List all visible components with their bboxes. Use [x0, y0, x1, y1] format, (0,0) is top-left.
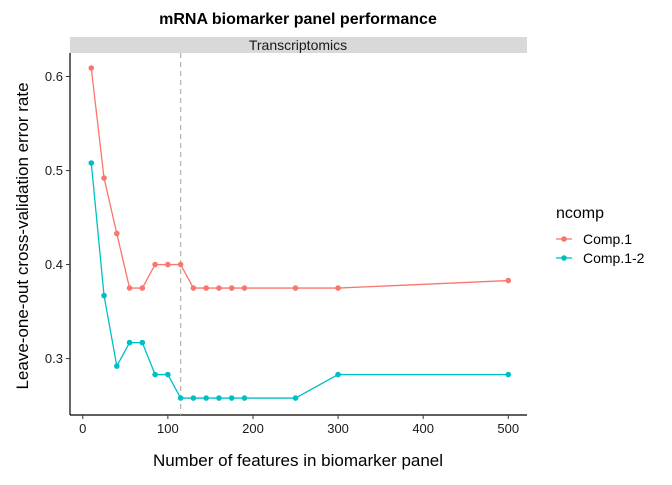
data-point [114, 230, 120, 237]
data-point [152, 371, 158, 378]
data-point [165, 371, 171, 378]
y-tick-label: 0.6 [45, 69, 63, 84]
data-point [139, 285, 146, 291]
legend-label: Comp.1 [583, 231, 632, 247]
legend-title: ncomp [556, 205, 604, 222]
data-point [126, 339, 133, 346]
series-line-1 [90, 67, 509, 289]
legend-label: Comp.1-2 [583, 250, 645, 266]
x-tick-label: 0 [79, 421, 86, 436]
data-point [228, 285, 235, 291]
legend-items: Comp.1 Comp.1-2 [556, 231, 645, 266]
legend-key-point [561, 255, 567, 261]
facet-strip-label: Transcriptomics [249, 37, 347, 53]
x-tick-label: 100 [157, 421, 179, 436]
x-tick-label: 300 [327, 421, 349, 436]
data-point [203, 285, 209, 291]
data-point [241, 395, 248, 401]
legend-key-point [561, 236, 567, 242]
data-point [292, 395, 299, 401]
data-point [241, 285, 248, 291]
data-point [126, 285, 133, 291]
data-point [177, 395, 184, 401]
x-tick-label: 500 [497, 421, 519, 436]
data-point [203, 395, 209, 401]
data-point [190, 395, 197, 401]
y-tick-label: 0.3 [45, 351, 63, 366]
data-point [505, 371, 512, 378]
data-point [165, 261, 171, 268]
data-point [190, 285, 197, 291]
data-point [335, 371, 341, 378]
data-point [88, 160, 95, 166]
data-point [216, 395, 222, 401]
chart-title: mRNA biomarker panel performance [159, 11, 437, 28]
data-point [114, 363, 120, 369]
x-tick-label: 400 [412, 421, 434, 436]
plot-panel: 0 100 200 300 400 500 0.3 0.4 0.5 0.6 [45, 53, 527, 436]
data-point [335, 285, 341, 291]
data-point [228, 395, 235, 401]
data-point [177, 261, 184, 268]
y-tick-label: 0.4 [45, 257, 63, 272]
data-point [101, 175, 107, 181]
y-axis-title: Leave-one-out cross-validation error rat… [13, 82, 32, 389]
x-axis-title: Number of features in biomarker panel [153, 451, 443, 470]
data-point [101, 292, 107, 299]
series-line-2 [90, 162, 509, 399]
data-point [88, 65, 95, 71]
legend: ncomp Comp.1 Comp.1-2 [556, 205, 645, 266]
data-point [152, 261, 158, 268]
data-point [139, 339, 146, 346]
data-point [292, 285, 299, 291]
data-point [505, 277, 512, 284]
y-tick-label: 0.5 [45, 163, 63, 178]
data-point [216, 285, 222, 291]
facet-strip [70, 37, 527, 53]
x-tick-label: 200 [242, 421, 264, 436]
